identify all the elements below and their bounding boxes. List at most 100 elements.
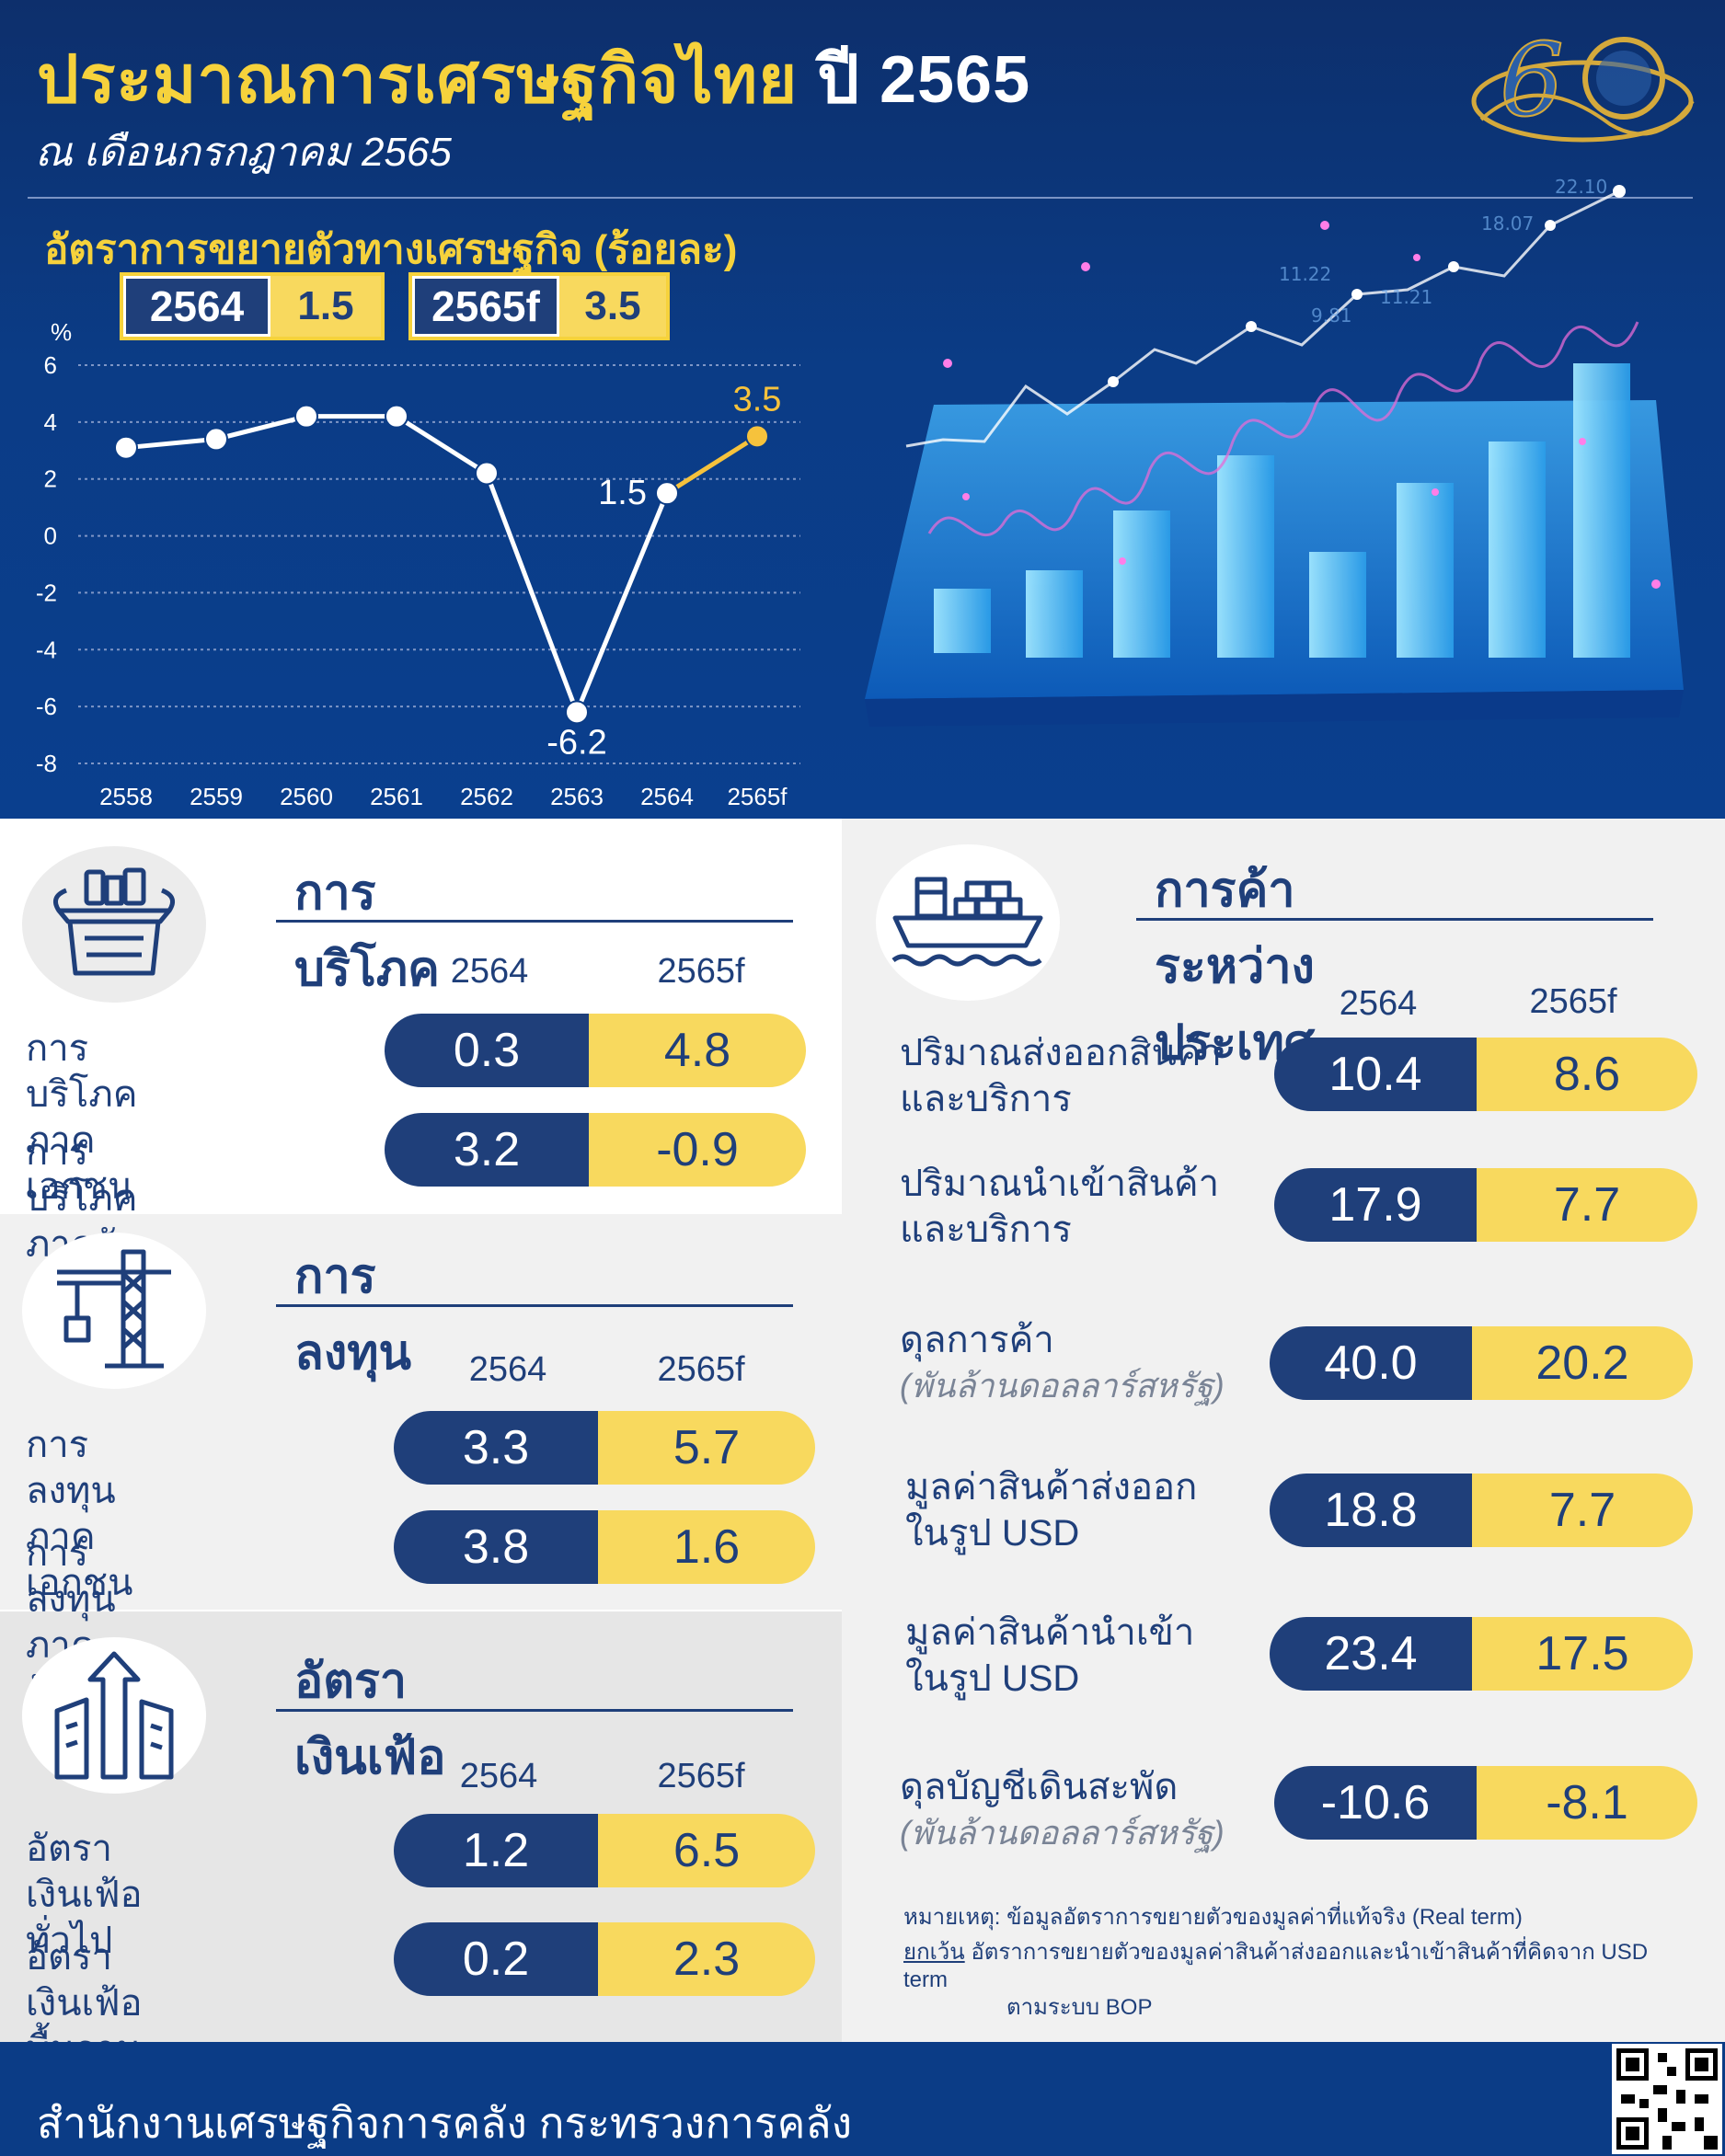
row-label: ปริมาณส่งออกสินค้าและบริการ [900, 1030, 1222, 1122]
y-tick-label: 2 [44, 465, 57, 493]
row-label-line2: ในรูป USD [905, 1658, 1080, 1699]
value-pill: 3.8 1.6 [394, 1510, 815, 1584]
value-pill: 0.2 2.3 [394, 1922, 815, 1996]
col-header-2565f: 2565f [657, 952, 745, 991]
x-tick-label: 2564 [640, 783, 694, 810]
value-2565f: 1.6 [598, 1510, 815, 1584]
row-label-line1: มูลค่าสินค้าส่งออก [905, 1467, 1198, 1508]
row-label: ดุลบัญชีเดินสะพัด (พันล้านดอลลาร์สหรัฐ) [900, 1764, 1225, 1856]
x-tick-label: 2558 [99, 783, 153, 810]
row-label: มูลค่าสินค้านำเข้าในรูป USD [905, 1610, 1194, 1702]
note-exception: ยกเว้น อัตราการขยายตัวของมูลค่าสินค้าส่ง… [903, 1939, 1695, 1994]
row-label-line2: (พันล้านดอลลาร์สหรัฐ) [900, 1814, 1225, 1852]
actual-growth-line [125, 414, 670, 715]
inflation-divider [276, 1709, 793, 1712]
row-label: การบริโภคภาคเอกชน [26, 1028, 138, 1207]
value-2564: 3.2 [385, 1113, 589, 1187]
growth-chart-illustration: 22.10 18.07 11.21 11.22 9.81 [865, 176, 1684, 727]
value-2565f: 2.3 [598, 1922, 815, 1996]
value-pill: 0.3 4.8 [385, 1014, 806, 1087]
y-tick-label: 0 [44, 522, 57, 550]
trade-icon-circle [876, 844, 1060, 1001]
row-label: ปริมาณนำเข้าสินค้าและบริการ [900, 1161, 1219, 1253]
value-2565f: 17.5 [1472, 1617, 1693, 1691]
row-label-line2: ในรูป USD [905, 1513, 1080, 1554]
y-tick-label: -4 [36, 636, 57, 663]
value-2564: 1.2 [394, 1814, 598, 1887]
svg-text:9.81: 9.81 [1311, 304, 1352, 327]
value-2565f: -0.9 [589, 1113, 806, 1187]
row-label-line1: มูลค่าสินค้านำเข้า [905, 1612, 1195, 1653]
y-tick-label: 6 [44, 351, 57, 379]
data-point [385, 404, 408, 429]
data-point [745, 424, 769, 449]
row-label: การลงทุนภาคเอกชน [26, 1425, 133, 1603]
x-tick-label: 2565f [727, 783, 788, 810]
data-point [294, 404, 318, 429]
value-2564: 23.4 [1270, 1617, 1472, 1691]
value-pill: 40.0 20.2 [1270, 1326, 1693, 1400]
badge-2565f: 2565f 3.5 [408, 272, 670, 340]
col-header-2564: 2564 [1339, 984, 1418, 1023]
value-pill: 1.2 6.5 [394, 1814, 815, 1887]
value-2564: -10.6 [1274, 1766, 1477, 1840]
value-pill: 17.9 7.7 [1274, 1168, 1697, 1242]
page-title: ประมาณการเศรษฐกิจไทย ปี 2565 [37, 43, 1031, 117]
value-2564: 40.0 [1270, 1326, 1472, 1400]
trade-divider [1136, 918, 1653, 921]
anniversary-logo-icon: 6 [1471, 20, 1695, 143]
qr-code-icon[interactable] [1612, 2044, 1722, 2154]
value-2564: 18.8 [1270, 1474, 1472, 1547]
row-label: อัตราเงินเฟ้อทั่วไป [26, 1829, 143, 1961]
svg-text:22.10: 22.10 [1555, 176, 1607, 198]
row-label-line1: ปริมาณนำเข้าสินค้า [900, 1164, 1220, 1204]
col-header-2564: 2564 [450, 952, 529, 991]
row-label-line2: (พันล้านดอลลาร์สหรัฐ) [900, 1367, 1225, 1405]
value-2564: 0.2 [394, 1922, 598, 1996]
except-label: ยกเว้น [903, 1940, 965, 1965]
row-label-line2: และบริการ [900, 1210, 1072, 1250]
investment-title: การลงทุน [294, 1250, 412, 1380]
svg-text:11.21: 11.21 [1380, 286, 1432, 308]
forecast-growth-line [665, 434, 759, 496]
svg-text:6: 6 [1500, 21, 1564, 139]
shopping-basket-icon [52, 867, 176, 976]
value-pill: -10.6 -8.1 [1274, 1766, 1697, 1840]
col-header-2565f: 2565f [1529, 982, 1617, 1021]
badge-value: 1.5 [270, 276, 381, 337]
x-tick-label: 2560 [280, 783, 333, 810]
data-point [475, 461, 499, 486]
badge-2564: 2564 1.5 [120, 272, 385, 340]
badge-year: 2565f [412, 276, 559, 337]
investment-divider [276, 1304, 793, 1307]
value-2564: 0.3 [385, 1014, 589, 1087]
data-point [655, 481, 679, 506]
gdp-growth-chart: % 6 4 2 0 -2 -4 -6 -8 2558 2559 2560 2561 2562 2563 256… [36, 318, 800, 810]
note-usd-term: อัตราการขยายตัวของมูลค่าสินค้าส่งออกและน… [903, 1940, 1649, 1992]
value-2565f: 20.2 [1472, 1326, 1693, 1400]
inflation-icon-circle [22, 1637, 206, 1794]
value-2564: 10.4 [1274, 1038, 1477, 1111]
value-2565f: 4.8 [589, 1014, 806, 1087]
footer-bar [0, 2042, 1725, 2156]
value-pill: 3.3 5.7 [394, 1411, 815, 1485]
col-header-2565f: 2565f [657, 1350, 745, 1389]
col-header-2564: 2564 [459, 1757, 538, 1795]
data-point [114, 435, 138, 460]
inflation-title: อัตราเงินเฟ้อ [294, 1655, 446, 1784]
data-point [204, 427, 228, 452]
badge-year: 2564 [123, 276, 270, 337]
value-2565f: 8.6 [1477, 1038, 1697, 1111]
footer-org-name: สำนักงานเศรษฐกิจการคลัง กระทรวงการคลัง [37, 2099, 853, 2147]
row-label: ดุลการค้า (พันล้านดอลลาร์สหรัฐ) [900, 1317, 1225, 1409]
header-banner: ประมาณการเศรษฐกิจไทย ปี 2565 ณ เดือนกรกฎ… [0, 0, 1725, 819]
rising-arrow-buildings-icon [54, 1651, 174, 1780]
value-2565f: 6.5 [598, 1814, 815, 1887]
value-pill: 10.4 8.6 [1274, 1038, 1697, 1111]
y-tick-label: -6 [36, 693, 57, 720]
x-tick-label: 2561 [370, 783, 423, 810]
row-label-line2: และบริการ [900, 1079, 1072, 1119]
footnotes: หมายเหตุ: ข้อมูลอัตราการขยายตัวของมูลค่า… [903, 1904, 1695, 2022]
col-header-2565f: 2565f [657, 1757, 745, 1795]
row-label-line1: ปริมาณส่งออกสินค้า [900, 1033, 1222, 1073]
